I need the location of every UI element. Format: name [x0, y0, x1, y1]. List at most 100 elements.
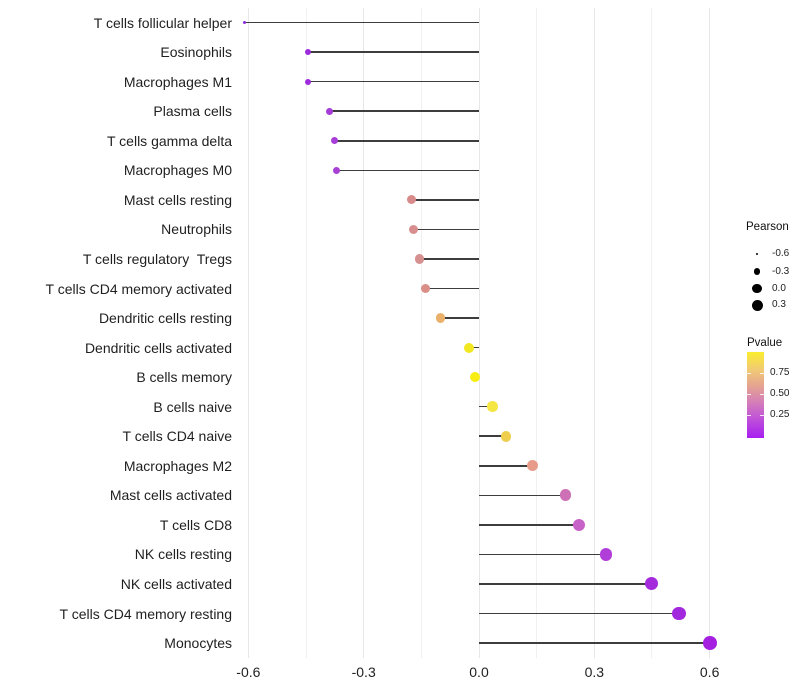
- lollipop-dot: [409, 224, 419, 234]
- y-axis-label: Mast cells resting: [123, 191, 232, 208]
- y-axis-label: T cells follicular helper: [93, 14, 232, 31]
- y-axis-label: Macrophages M1: [123, 73, 232, 90]
- lollipop-stem: [479, 583, 652, 585]
- pearson-size-dot: [752, 283, 762, 294]
- y-axis-label: NK cells resting: [134, 546, 232, 563]
- lollipop-dot: [304, 78, 312, 85]
- y-axis-label: B cells naive: [153, 398, 232, 415]
- colorbar-tick: [747, 373, 751, 374]
- pearson-legend-title: Pearson: [746, 221, 789, 233]
- lollipop-stem: [440, 317, 479, 319]
- lollipop-dot: [487, 401, 498, 412]
- lollipop-stem: [336, 169, 479, 172]
- major-gridline: [478, 8, 480, 658]
- pvalue-tick-label: 0.75: [770, 367, 790, 378]
- y-axis-label: Dendritic cells activated: [84, 339, 232, 356]
- y-axis-label: T cells CD4 memory resting: [59, 605, 232, 622]
- y-axis-label: T cells CD4 memory activated: [45, 280, 232, 297]
- lollipop-stem: [419, 258, 479, 260]
- y-axis-label: B cells memory: [136, 369, 232, 386]
- pearson-size-label: -0.6: [772, 248, 790, 259]
- lollipop-dot: [435, 313, 446, 323]
- lollipop-dot: [572, 518, 585, 531]
- x-axis-tick-label: 0.3: [584, 664, 605, 680]
- lollipop-dot: [333, 166, 341, 174]
- y-axis-label: Plasma cells: [153, 103, 232, 120]
- x-axis-tick-label: -0.6: [236, 664, 261, 680]
- lollipop-stem: [411, 199, 479, 201]
- lollipop-dot: [599, 548, 613, 561]
- lollipop-stem: [329, 110, 479, 113]
- pearson-size-dot: [755, 252, 759, 256]
- lollipop-stem: [425, 287, 479, 290]
- colorbar-tick: [747, 393, 751, 395]
- y-axis-label: NK cells activated: [120, 575, 232, 592]
- pvalue-tick-label: 0.25: [770, 408, 790, 420]
- minor-gridline: [305, 8, 307, 658]
- lollipop-stem: [479, 494, 566, 497]
- lollipop-stem: [479, 524, 579, 526]
- pearson-size-dot: [751, 299, 763, 311]
- lollipop-dot: [325, 107, 333, 115]
- lollipop-dot: [407, 195, 417, 205]
- y-axis-label: T cells CD4 naive: [122, 428, 232, 445]
- y-axis-label: Macrophages M2: [123, 457, 232, 474]
- lollipop-dot: [702, 636, 717, 650]
- x-axis-tick-label: 0.6: [699, 664, 720, 680]
- lollipop-stem: [307, 80, 479, 83]
- pearson-size-label: 0.0: [772, 282, 786, 294]
- colorbar-tick: [760, 414, 764, 416]
- pvalue-colorbar: [747, 352, 764, 438]
- lollipop-dot: [420, 283, 430, 294]
- lollipop-dot: [242, 20, 247, 25]
- lollipop-stem: [479, 435, 506, 438]
- lollipop-stem: [334, 139, 479, 142]
- lollipop-dot: [527, 460, 539, 472]
- y-axis-label: Macrophages M0: [123, 162, 232, 179]
- pvalue-legend-title: Pvalue: [747, 337, 783, 349]
- pearson-size-label: 0.3: [772, 299, 786, 310]
- x-axis-tick-label: 0.0: [469, 664, 489, 680]
- lollipop-stem: [469, 346, 479, 349]
- lollipop-dot: [672, 606, 686, 621]
- y-axis-label: Mast cells activated: [109, 487, 232, 504]
- major-gridline: [247, 8, 249, 658]
- minor-gridline: [536, 8, 538, 658]
- minor-gridline: [420, 8, 422, 658]
- lollipop-stem: [244, 21, 479, 24]
- lollipop-stem: [307, 51, 479, 53]
- major-gridline: [593, 8, 595, 658]
- y-axis-label: T cells regulatory Tregs: [82, 250, 232, 267]
- lollipop-dot: [414, 254, 424, 264]
- y-axis-label: Neutrophils: [161, 221, 232, 238]
- pearson-size-dot: [753, 268, 761, 275]
- lollipop-stem: [479, 612, 679, 615]
- y-axis-label: T cells gamma delta: [106, 132, 232, 149]
- major-gridline: [363, 8, 365, 658]
- colorbar-tick: [760, 393, 764, 395]
- lollipop-dot: [559, 489, 572, 502]
- lollipop-stem: [479, 405, 493, 408]
- lollipop-dot: [331, 137, 339, 145]
- lollipop-stem: [479, 464, 533, 467]
- y-axis-label: Eosinophils: [160, 44, 232, 61]
- lollipop-dot: [464, 342, 475, 353]
- pvalue-tick-label: 0.50: [770, 387, 790, 399]
- lollipop-stem: [479, 553, 606, 556]
- lollipop-dot: [500, 430, 512, 442]
- lollipop-dot: [304, 48, 312, 56]
- y-axis-label: Dendritic cells resting: [98, 310, 232, 327]
- lollipop-dot: [645, 577, 659, 591]
- lollipop-stem: [479, 642, 710, 644]
- minor-gridline: [651, 8, 653, 658]
- colorbar-tick: [747, 414, 751, 416]
- y-axis-label: Monocytes: [164, 635, 232, 652]
- lollipop-stem: [413, 228, 479, 231]
- colorbar-tick: [760, 373, 764, 374]
- pearson-size-label: -0.3: [772, 265, 790, 277]
- lollipop-dot: [470, 372, 481, 383]
- x-axis-tick-label: -0.3: [351, 664, 376, 680]
- y-axis-label: T cells CD8: [159, 516, 232, 533]
- major-gridline: [709, 8, 711, 658]
